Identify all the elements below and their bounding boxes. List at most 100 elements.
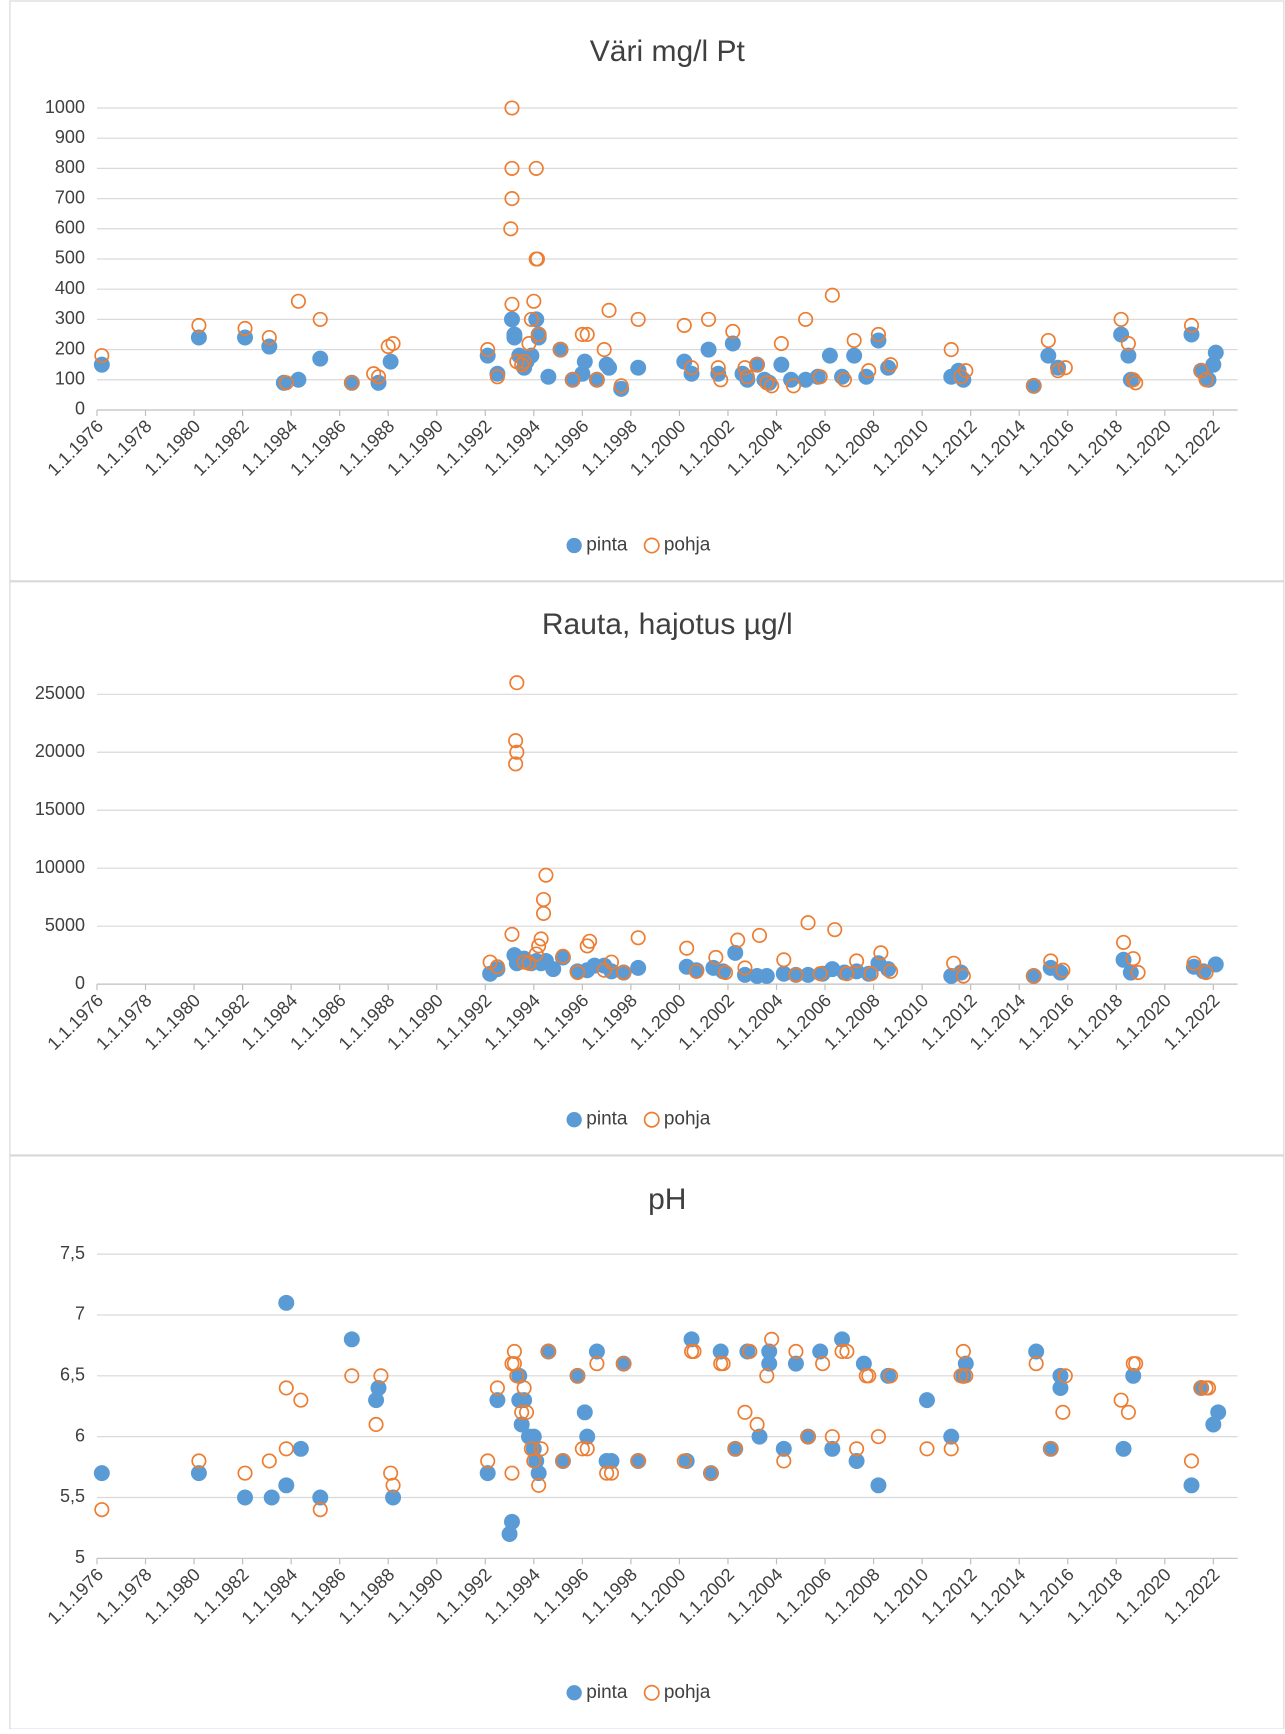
data-point: [94, 1502, 110, 1518]
data-point: [237, 1489, 254, 1506]
data-point: [545, 961, 562, 978]
data-point: [725, 323, 741, 339]
data-point: [1040, 332, 1056, 349]
data-point: [1043, 953, 1059, 969]
data-point: [589, 1356, 605, 1372]
data-point: [630, 311, 646, 327]
data-point: [504, 160, 520, 176]
data-point: [749, 1416, 765, 1433]
data-point: [344, 375, 360, 391]
data-point: [764, 1331, 780, 1347]
data-point: [506, 329, 523, 346]
data-point: [504, 1465, 520, 1481]
data-point: [504, 100, 520, 116]
data-point: [787, 1355, 804, 1372]
legend-marker: [566, 1112, 582, 1128]
data-point: [582, 933, 598, 949]
data-point: [788, 1343, 804, 1360]
data-point: [482, 954, 498, 970]
legend-label: pohja: [664, 1109, 711, 1130]
data-point: [749, 357, 765, 373]
data-point: [800, 915, 816, 931]
y-tick-label: 0: [75, 973, 85, 993]
data-point: [508, 733, 524, 749]
data-point: [776, 952, 792, 968]
data-point: [1207, 344, 1224, 361]
y-tick-label: 20000: [35, 741, 85, 761]
data-point: [521, 335, 537, 352]
data-point: [292, 1440, 309, 1457]
data-point: [953, 1368, 969, 1384]
data-point: [489, 365, 506, 382]
data-point: [1115, 1440, 1132, 1457]
data-point: [943, 1441, 959, 1457]
data-point: [574, 326, 590, 343]
data-point: [535, 891, 552, 908]
data-point: [528, 946, 544, 962]
data-point: [93, 1465, 110, 1482]
data-point: [385, 1489, 402, 1506]
data-point: [603, 954, 620, 970]
data-point: [1125, 372, 1141, 388]
data-point: [812, 369, 828, 385]
data-point: [630, 1453, 646, 1469]
legend-label: pinta: [586, 1109, 628, 1130]
data-point: [751, 927, 768, 943]
data-point: [278, 1477, 295, 1494]
legend-marker: [566, 537, 582, 554]
y-tick-label: 700: [55, 187, 85, 207]
data-point: [1120, 335, 1136, 352]
data-point: [480, 1453, 496, 1469]
data-point: [727, 1441, 743, 1457]
data-point: [370, 369, 387, 385]
data-point: [540, 1343, 556, 1360]
data-point: [516, 354, 532, 370]
data-point: [521, 955, 537, 971]
y-tick-label: 500: [55, 248, 85, 268]
data-point: [535, 905, 552, 921]
data-point: [1125, 951, 1141, 967]
y-tick-label: 5,5: [60, 1486, 85, 1506]
chart-title: Rauta, hajotus µg/l: [542, 608, 793, 641]
data-point: [579, 326, 595, 343]
panel-border: [9, 1155, 1285, 1730]
data-point: [724, 335, 741, 352]
data-point: [508, 756, 524, 772]
data-point: [489, 369, 505, 385]
data-point: [526, 293, 542, 309]
data-point: [883, 1368, 899, 1384]
data-point: [861, 1368, 877, 1384]
data-point: [278, 1380, 294, 1396]
data-point: [344, 1368, 360, 1384]
data-point: [503, 221, 519, 237]
data-point: [812, 1343, 829, 1360]
data-point: [742, 1343, 758, 1360]
data-point: [827, 922, 843, 938]
data-point: [480, 342, 496, 358]
data-point: [509, 744, 525, 760]
data-point: [821, 347, 838, 364]
data-point: [870, 326, 886, 343]
data-point: [261, 329, 277, 346]
data-point: [1120, 1404, 1136, 1420]
data-point: [312, 1489, 329, 1506]
legend-label: pinta: [586, 535, 628, 556]
data-point: [630, 359, 647, 376]
data-point: [613, 378, 629, 394]
data-point: [919, 1441, 935, 1457]
data-point: [613, 380, 630, 397]
y-tick-label: 1000: [45, 97, 85, 117]
data-point: [533, 1441, 549, 1457]
data-point: [599, 1465, 615, 1481]
data-point: [525, 1428, 542, 1445]
data-point: [773, 356, 790, 373]
data-point: [880, 359, 897, 376]
data-point: [739, 369, 755, 385]
data-point: [518, 1404, 535, 1420]
data-point: [676, 317, 692, 333]
data-point: [1057, 1368, 1073, 1384]
data-point: [1200, 1380, 1217, 1396]
data-point: [569, 1368, 586, 1384]
y-tick-label: 15000: [35, 799, 85, 819]
